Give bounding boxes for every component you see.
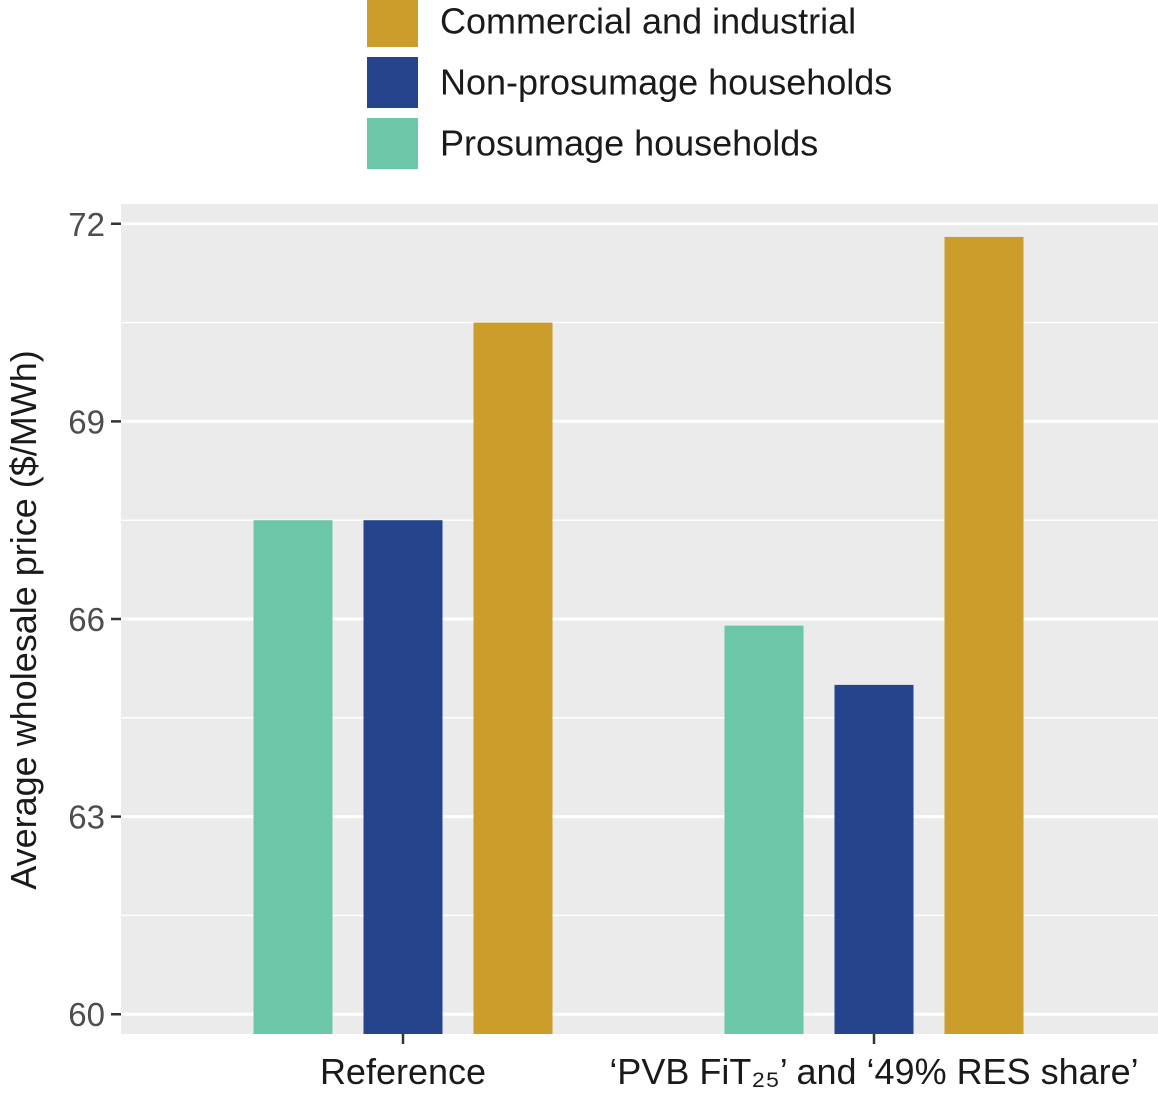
y-tick-label: 66 — [68, 601, 105, 638]
legend-label: Prosumage households — [440, 123, 818, 164]
bar-commercial-and-industrial-2 — [944, 236, 1024, 1034]
legend-swatch — [367, 57, 418, 108]
x-axis: Reference ‘PVB FiT₂₅’ and ‘49% RES share’ — [320, 1034, 1139, 1092]
y-tick-label: 63 — [68, 799, 105, 836]
x-category-label: ‘PVB FiT₂₅’ and ‘49% RES share’ — [609, 1051, 1138, 1092]
legend-label: Non-prosumage households — [440, 62, 892, 103]
y-axis-title: Average wholesale price ($/MWh) — [3, 350, 44, 890]
x-category-label: Reference — [320, 1051, 486, 1092]
bar-prosumage-households-1 — [253, 520, 333, 1034]
y-tick-label: 60 — [68, 996, 105, 1033]
y-tick-label: 72 — [68, 206, 105, 243]
bar-commercial-and-industrial-1 — [473, 322, 553, 1035]
bar-non-prosumage-households-2 — [834, 684, 914, 1034]
bar-prosumage-households-2 — [724, 625, 804, 1034]
y-axis: 60 63 66 69 72 — [68, 206, 121, 1033]
legend-swatch — [367, 118, 418, 169]
bars — [253, 236, 1024, 1035]
legend: Commercial and industrial Non-prosumage h… — [367, 0, 892, 169]
legend-swatch — [367, 0, 418, 47]
legend-label: Commercial and industrial — [440, 1, 856, 42]
y-tick-label: 69 — [68, 403, 105, 440]
bar-non-prosumage-households-1 — [363, 520, 443, 1034]
